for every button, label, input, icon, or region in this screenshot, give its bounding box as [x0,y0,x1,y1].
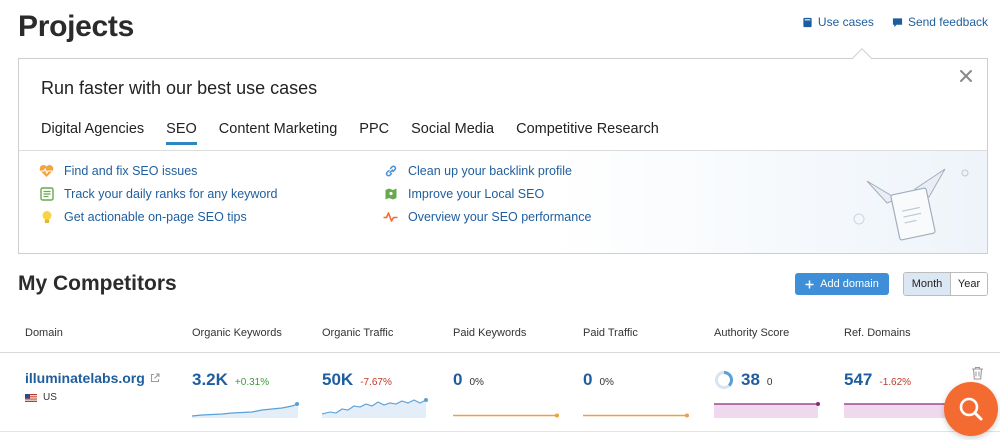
book-icon [803,17,812,27]
add-domain-button[interactable]: Add domain [795,273,889,295]
column-header-organic-keywords[interactable]: Organic Keywords [192,327,282,339]
use-case-tabs: Digital Agencies SEO Content Marketing P… [41,121,659,145]
panel-heading: Run faster with our best use cases [41,78,318,98]
column-header-domain[interactable]: Domain [25,327,63,339]
top-links: Use cases Send feedback [802,15,988,29]
organic-keywords-value[interactable]: 3.2K [192,370,228,389]
search-icon [959,397,983,421]
plus-icon [805,280,814,288]
use-cases-panel: Run faster with our best use cases Digit… [18,48,988,254]
tab-content-marketing[interactable]: Content Marketing [218,121,338,137]
authority-score-cell: 38 0 [714,370,772,390]
organic-keywords-change: +0.31% [234,377,270,388]
send-feedback-label: Send feedback [907,15,988,29]
domain-link[interactable]: illuminatelabs.org [25,370,160,386]
paid-keywords-value[interactable]: 0 [453,370,463,389]
add-domain-label: Add domain [820,278,879,290]
use-case-label: Improve your Local SEO [408,187,545,201]
organic-keywords-cell: 3.2K +0.31% [192,370,269,390]
column-header-paid-traffic[interactable]: Paid Traffic [583,327,638,339]
country: US [25,392,57,403]
use-case-column-right: Clean up your backlink profile Improve y… [383,163,591,225]
authority-score-value[interactable]: 38 [741,370,760,389]
close-icon[interactable] [957,67,975,85]
tab-social-media[interactable]: Social Media [411,121,495,137]
use-case-onpage-tips[interactable]: Get actionable on-page SEO tips [39,209,278,225]
trash-icon[interactable] [971,366,984,380]
paid-keywords-cell: 0 0% [453,370,484,390]
country-code: US [43,392,57,403]
use-case-label: Track your daily ranks for any keyword [64,187,278,201]
competitors-title: My Competitors [18,272,177,295]
use-case-seo-performance[interactable]: Overview your SEO performance [383,209,591,225]
period-year-button[interactable]: Year [951,273,987,295]
flying-document-illustration [853,168,969,241]
domain-name: illuminatelabs.org [25,370,145,386]
ref-domains-change: -1.62% [879,377,912,388]
link-icon [383,164,398,179]
authority-donut-icon [715,371,733,389]
table-row: illuminatelabs.org US 3.2K +0.31% 50K -7… [0,354,1000,432]
organic-traffic-value[interactable]: 50K [322,370,354,389]
use-case-local-seo[interactable]: Improve your Local SEO [383,186,591,202]
heart-pulse-icon [39,164,54,179]
tabs-divider [19,150,987,151]
column-header-ref-domains[interactable]: Ref. Domains [844,327,911,339]
tab-seo[interactable]: SEO [166,121,197,145]
external-link-icon [150,373,160,383]
paid-traffic-cell: 0 0% [583,370,614,390]
use-case-label: Clean up your backlink profile [408,164,572,178]
ref-domains-value[interactable]: 547 [844,370,873,389]
paid-keywords-change: 0% [469,377,484,388]
pulse-icon [383,210,398,225]
panel-pointer [852,48,872,68]
send-feedback-link[interactable]: Send feedback [892,15,988,29]
lightbulb-icon [39,210,54,225]
organic-traffic-change: -7.67% [360,377,392,388]
page-title: Projects [18,10,134,43]
organic-traffic-sparkline [322,398,428,418]
use-case-label: Get actionable on-page SEO tips [64,210,247,224]
paid-traffic-sparkline [583,413,689,418]
period-toggle: Month Year [903,272,988,296]
paid-traffic-change: 0% [599,377,614,388]
tab-digital-agencies[interactable]: Digital Agencies [41,121,145,137]
column-header-authority-score[interactable]: Authority Score [714,327,790,339]
use-case-backlink-profile[interactable]: Clean up your backlink profile [383,163,591,179]
tab-ppc[interactable]: PPC [359,121,390,137]
tab-competitive-research[interactable]: Competitive Research [516,121,659,137]
use-case-list: Find and fix SEO issues Track your daily… [19,151,987,253]
map-pin-icon [383,187,398,202]
search-help-button[interactable] [944,382,998,436]
use-case-find-fix-seo[interactable]: Find and fix SEO issues [39,163,278,179]
period-month-button[interactable]: Month [904,273,951,295]
paid-traffic-value[interactable]: 0 [583,370,593,389]
list-check-icon [39,187,54,202]
use-case-label: Overview your SEO performance [408,210,592,224]
use-case-label: Find and fix SEO issues [64,164,198,178]
use-cases-link[interactable]: Use cases [802,15,874,29]
column-header-paid-keywords[interactable]: Paid Keywords [453,327,527,339]
chat-bubble-icon [892,17,903,27]
organic-traffic-cell: 50K -7.67% [322,370,392,390]
ref-domains-cell: 547 -1.62% [844,370,911,390]
paid-keywords-sparkline [453,413,559,418]
authority-score-sparkline [714,402,820,418]
organic-keywords-sparkline [192,402,299,418]
us-flag-icon [25,393,37,402]
use-cases-label: Use cases [817,15,874,29]
competitors-table-header: Domain Organic Keywords Organic Traffic … [0,327,1000,353]
authority-score-change: 0 [766,377,773,388]
use-case-track-ranks[interactable]: Track your daily ranks for any keyword [39,186,278,202]
ref-domains-sparkline [844,403,948,418]
use-case-column-left: Find and fix SEO issues Track your daily… [39,163,278,225]
column-header-organic-traffic[interactable]: Organic Traffic [322,327,394,339]
